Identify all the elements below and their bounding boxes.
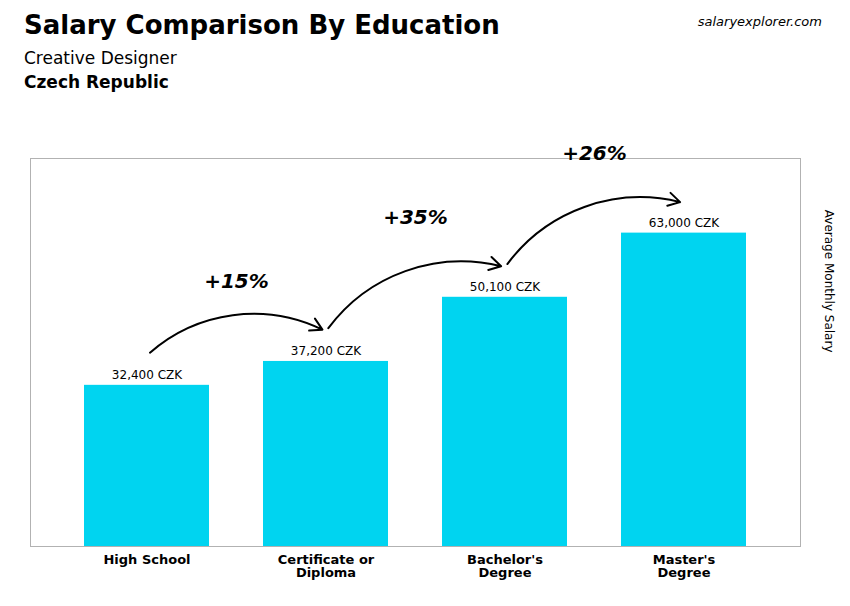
svg-text:Master'sDegree: Master'sDegree bbox=[653, 552, 716, 580]
svg-text:32,400 CZK: 32,400 CZK bbox=[112, 368, 183, 382]
html-text:Creative Designer: Creative Designer bbox=[24, 48, 177, 68]
svg-text:Certificate orDiploma: Certificate orDiploma bbox=[278, 552, 375, 580]
svg-text:Bachelor'sDegree: Bachelor'sDegree bbox=[467, 552, 543, 580]
html-text:Salary Comparison By Education: Salary Comparison By Education bbox=[24, 10, 500, 40]
svg-text:+35%: +35% bbox=[383, 205, 448, 229]
svg-text:63,000 CZK: 63,000 CZK bbox=[649, 216, 720, 230]
svg-text:+15%: +15% bbox=[204, 269, 269, 293]
html-text:Czech Republic: Czech Republic bbox=[24, 72, 169, 92]
html-text:salaryexplorer.com: salaryexplorer.com bbox=[697, 14, 822, 29]
svg-text:Average Monthly Salary: Average Monthly Salary bbox=[822, 210, 836, 353]
svg-text:+26%: +26% bbox=[562, 141, 627, 165]
svg-text:37,200 CZK: 37,200 CZK bbox=[291, 344, 362, 358]
svg-text:50,100 CZK: 50,100 CZK bbox=[470, 280, 541, 294]
svg-text:High School: High School bbox=[103, 552, 190, 567]
